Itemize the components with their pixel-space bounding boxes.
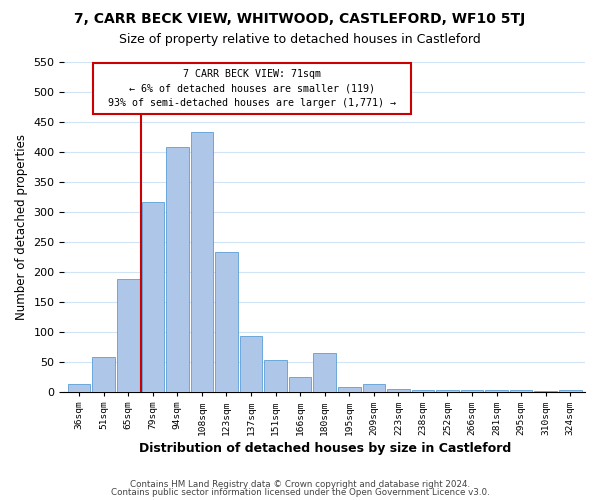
Bar [264,360,287,392]
Bar [142,202,164,392]
Bar [166,146,188,392]
Bar [461,390,484,392]
Bar [240,336,262,392]
Text: Contains public sector information licensed under the Open Government Licence v3: Contains public sector information licen… [110,488,490,497]
X-axis label: Distribution of detached houses by size in Castleford: Distribution of detached houses by size … [139,442,511,455]
Text: 7 CARR BECK VIEW: 71sqm
← 6% of detached houses are smaller (119)
93% of semi-de: 7 CARR BECK VIEW: 71sqm ← 6% of detached… [107,69,395,108]
Text: 7, CARR BECK VIEW, WHITWOOD, CASTLEFORD, WF10 5TJ: 7, CARR BECK VIEW, WHITWOOD, CASTLEFORD,… [74,12,526,26]
Bar [117,278,140,392]
Bar [338,386,361,392]
Bar [485,390,508,392]
Bar [535,391,557,392]
Text: Contains HM Land Registry data © Crown copyright and database right 2024.: Contains HM Land Registry data © Crown c… [130,480,470,489]
Bar [387,388,410,392]
FancyBboxPatch shape [92,62,410,114]
Bar [215,252,238,392]
Bar [68,384,91,392]
Bar [510,390,532,392]
Y-axis label: Number of detached properties: Number of detached properties [15,134,28,320]
Bar [92,356,115,392]
Bar [289,377,311,392]
Text: Size of property relative to detached houses in Castleford: Size of property relative to detached ho… [119,32,481,46]
Bar [559,390,581,392]
Bar [412,390,434,392]
Bar [362,384,385,392]
Bar [313,352,336,392]
Bar [191,132,213,392]
Bar [436,390,459,392]
